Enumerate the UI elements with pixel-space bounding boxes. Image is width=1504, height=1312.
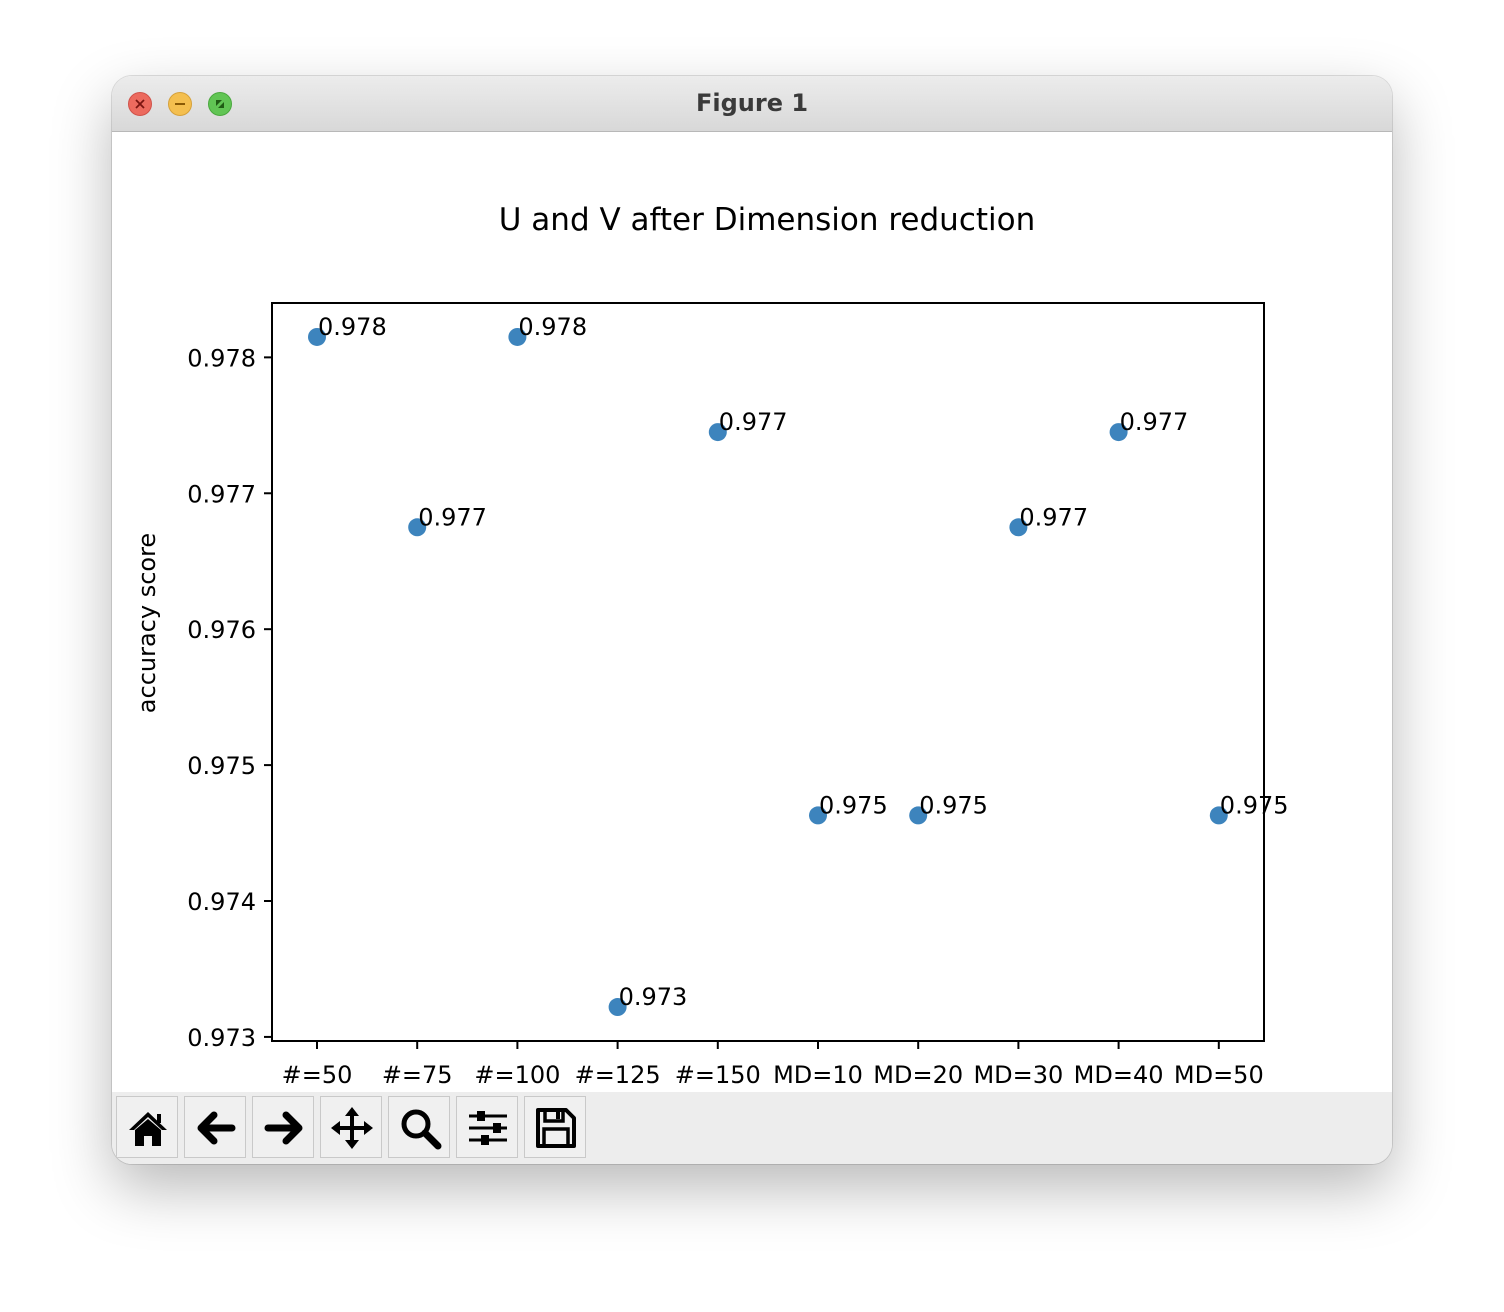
data-point [1109, 423, 1128, 442]
data-point [408, 518, 427, 537]
pan-button[interactable] [320, 1096, 382, 1158]
y-tick-label: 0.975 [187, 752, 256, 780]
x-tick-label: #=125 [575, 1061, 661, 1089]
data-point [1009, 518, 1028, 537]
fullscreen-icon [216, 100, 224, 108]
y-tick-label: 0.978 [187, 344, 256, 372]
y-axis-label: accuracy score [133, 533, 161, 713]
forward-button[interactable] [252, 1096, 314, 1158]
figure-window: Figure 1 U and V after Dimension reducti… [112, 76, 1392, 1164]
data-point [909, 806, 928, 825]
scatter-chart: U and V after Dimension reduction accura… [133, 202, 1289, 1089]
plot-area [271, 302, 1265, 1042]
data-label: 0.977 [418, 503, 487, 531]
x-tick-label: MD=10 [773, 1061, 863, 1089]
x-tick-label: MD=20 [873, 1061, 963, 1089]
data-label: 0.977 [719, 408, 788, 436]
home-button[interactable] [116, 1096, 178, 1158]
x-tick-label: #=100 [474, 1061, 560, 1089]
data-point [608, 998, 627, 1017]
fullscreen-window-button[interactable] [208, 92, 232, 116]
x-tick-label: MD=50 [1174, 1061, 1264, 1089]
title-bar: Figure 1 [112, 76, 1392, 132]
minimize-window-button[interactable] [168, 92, 192, 116]
data-label: 0.975 [1220, 791, 1289, 819]
y-tick-label: 0.976 [187, 616, 256, 644]
y-tick-label: 0.974 [187, 888, 256, 916]
save-button[interactable] [524, 1096, 586, 1158]
x-tick-label: #=150 [675, 1061, 761, 1089]
data-points [308, 327, 1228, 1017]
x-axis-ticks: #=50 #=75 #=100 #=125 #=150 MD=10 MD=20 MD=30 MD… [282, 1041, 1264, 1089]
window-title: Figure 1 [695, 89, 809, 117]
home-icon [129, 1112, 167, 1146]
data-point [809, 806, 827, 825]
sliders-icon [469, 1111, 507, 1145]
data-label: 0.977 [1019, 503, 1088, 531]
data-label: 0.978 [518, 313, 587, 341]
data-label: 0.975 [919, 791, 988, 819]
floppy-disk-icon [536, 1108, 576, 1148]
arrow-left-icon [197, 1111, 236, 1145]
x-tick-label: #=75 [382, 1061, 453, 1089]
navigation-toolbar [112, 1092, 1392, 1164]
y-axis-ticks: 0.973 0.974 0.975 0.976 0.977 0.978 [187, 344, 272, 1052]
data-labels: 0.978 0.977 0.978 0.973 0.977 0.975 0.975 0.977… [318, 313, 1289, 1011]
data-point [1209, 806, 1228, 825]
configure-subplots-button[interactable] [456, 1096, 518, 1158]
x-tick-label: MD=30 [973, 1061, 1063, 1089]
data-point [308, 327, 326, 346]
data-label: 0.977 [1120, 408, 1189, 436]
data-label: 0.973 [619, 983, 688, 1011]
y-tick-label: 0.977 [187, 480, 256, 508]
data-point [508, 327, 527, 346]
data-label: 0.978 [318, 313, 387, 341]
data-point [708, 423, 727, 442]
minimize-icon [175, 103, 185, 105]
figure-canvas[interactable]: U and V after Dimension reduction accura… [112, 132, 1392, 1092]
close-icon [135, 99, 145, 109]
close-window-button[interactable] [128, 92, 152, 116]
x-tick-label: #=50 [282, 1061, 353, 1089]
x-tick-label: MD=40 [1074, 1061, 1164, 1089]
chart-title: U and V after Dimension reduction [499, 202, 1036, 238]
y-tick-label: 0.973 [187, 1024, 256, 1052]
arrow-right-icon [264, 1111, 303, 1145]
move-icon [331, 1107, 373, 1149]
magnifier-icon [401, 1109, 442, 1150]
data-label: 0.975 [819, 791, 888, 819]
back-button[interactable] [184, 1096, 246, 1158]
zoom-button[interactable] [388, 1096, 450, 1158]
